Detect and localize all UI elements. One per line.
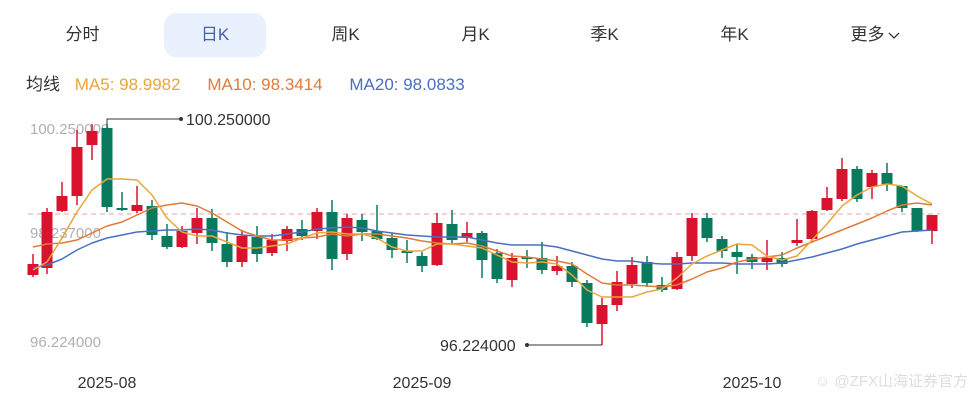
candle-body[interactable] — [731, 252, 743, 257]
x-axis-label: 2025-08 — [78, 375, 137, 392]
candle-body[interactable] — [461, 233, 473, 238]
candle-body[interactable] — [821, 198, 833, 210]
candle-body[interactable] — [236, 236, 248, 262]
candle-body[interactable] — [761, 258, 773, 262]
candle-body[interactable] — [101, 128, 113, 207]
candle-body[interactable] — [671, 257, 683, 289]
watermark: ☺ @ZFX山海证券官方 — [815, 370, 968, 391]
candle-body[interactable] — [566, 266, 578, 282]
ma20-line — [32, 226, 933, 269]
candle-body[interactable] — [86, 131, 98, 145]
y-axis-min-label: 96.224000 — [30, 334, 101, 351]
candle-body[interactable] — [896, 186, 908, 208]
candle-body[interactable] — [836, 169, 848, 199]
tab-label: 更多 — [850, 25, 885, 44]
tab-1[interactable]: 日K — [164, 13, 266, 57]
candle-body[interactable] — [926, 215, 938, 231]
candle-body[interactable] — [41, 212, 53, 268]
ma-legend-label: 均线 — [26, 75, 60, 94]
tab-label: 年K — [720, 25, 749, 44]
candle-body[interactable] — [371, 231, 383, 239]
min-annotation-dot — [525, 343, 529, 347]
candle-body[interactable] — [281, 229, 293, 241]
ma-legend: 均线 MA5: 98.9982 MA10: 98.3414 MA20: 98.0… — [26, 70, 487, 95]
candle-body[interactable] — [581, 283, 593, 323]
weibo-icon: ☺ — [815, 373, 831, 390]
tab-5[interactable]: 年K — [687, 13, 782, 57]
tab-4[interactable]: 季K — [557, 13, 652, 57]
candle-body[interactable] — [131, 205, 143, 211]
candle-body[interactable] — [536, 258, 548, 270]
candle-body[interactable] — [611, 282, 623, 305]
candle-body[interactable] — [716, 239, 728, 251]
candle-body[interactable] — [386, 238, 398, 250]
candle-body[interactable] — [326, 212, 338, 259]
candle-body[interactable] — [701, 218, 713, 238]
chevron-down-icon — [888, 32, 899, 39]
tab-label: 季K — [590, 25, 619, 44]
candle-body[interactable] — [416, 256, 428, 266]
candle-body[interactable] — [311, 212, 323, 231]
candle-body[interactable] — [401, 251, 413, 253]
tab-label: 月K — [461, 25, 490, 44]
x-axis-label: 2025-10 — [723, 375, 782, 392]
max-annotation-line — [106, 118, 181, 124]
candle-body[interactable] — [641, 262, 653, 283]
period-tabs: 分时 日K 周K 月K 季K 年K 更多 — [0, 13, 976, 57]
candle-body[interactable] — [626, 265, 638, 284]
watermark-text: @ZFX山海证券官方 — [834, 373, 969, 390]
candle-body[interactable] — [161, 236, 173, 247]
ma10-value: MA10: 98.3414 — [207, 75, 323, 94]
candle-body[interactable] — [911, 208, 923, 231]
ma20-value: MA20: 98.0833 — [349, 75, 465, 94]
candle-body[interactable] — [221, 244, 233, 262]
candle-body[interactable] — [191, 218, 203, 233]
candle-body[interactable] — [446, 224, 458, 240]
candle-body[interactable] — [881, 173, 893, 184]
candle-body[interactable] — [776, 258, 788, 264]
ma5-line — [32, 178, 933, 298]
candle-body[interactable] — [116, 208, 128, 210]
candle-body[interactable] — [791, 240, 803, 243]
candle-body[interactable] — [506, 258, 518, 280]
candle-body[interactable] — [491, 253, 503, 279]
max-annotation-label: 100.250000 — [186, 112, 271, 129]
tab-6[interactable]: 更多 — [825, 13, 925, 57]
candle-body[interactable] — [146, 206, 158, 235]
candle-body[interactable] — [866, 173, 878, 187]
tab-0[interactable]: 分时 — [35, 13, 130, 57]
min-annotation-label: 96.224000 — [440, 338, 516, 355]
candle-body[interactable] — [356, 220, 368, 232]
candle-body[interactable] — [806, 211, 818, 239]
candle-body[interactable] — [851, 169, 863, 199]
tab-label: 分时 — [65, 25, 100, 44]
candle-body[interactable] — [596, 305, 608, 324]
candle-body[interactable] — [176, 231, 188, 247]
candle-body[interactable] — [521, 257, 533, 259]
tab-label: 周K — [331, 25, 360, 44]
candle-body[interactable] — [56, 196, 68, 211]
candle-body[interactable] — [686, 218, 698, 256]
tab-label: 日K — [200, 25, 230, 44]
max-annotation-dot — [179, 117, 183, 121]
ma5-value: MA5: 98.9982 — [74, 75, 181, 94]
candle-body[interactable] — [551, 266, 563, 271]
ma10-line — [32, 202, 933, 288]
tab-2[interactable]: 周K — [298, 13, 393, 57]
candle-body[interactable] — [71, 147, 83, 196]
x-axis-label: 2025-09 — [393, 375, 452, 392]
tab-3[interactable]: 月K — [428, 13, 523, 57]
candle-body[interactable] — [251, 237, 263, 254]
